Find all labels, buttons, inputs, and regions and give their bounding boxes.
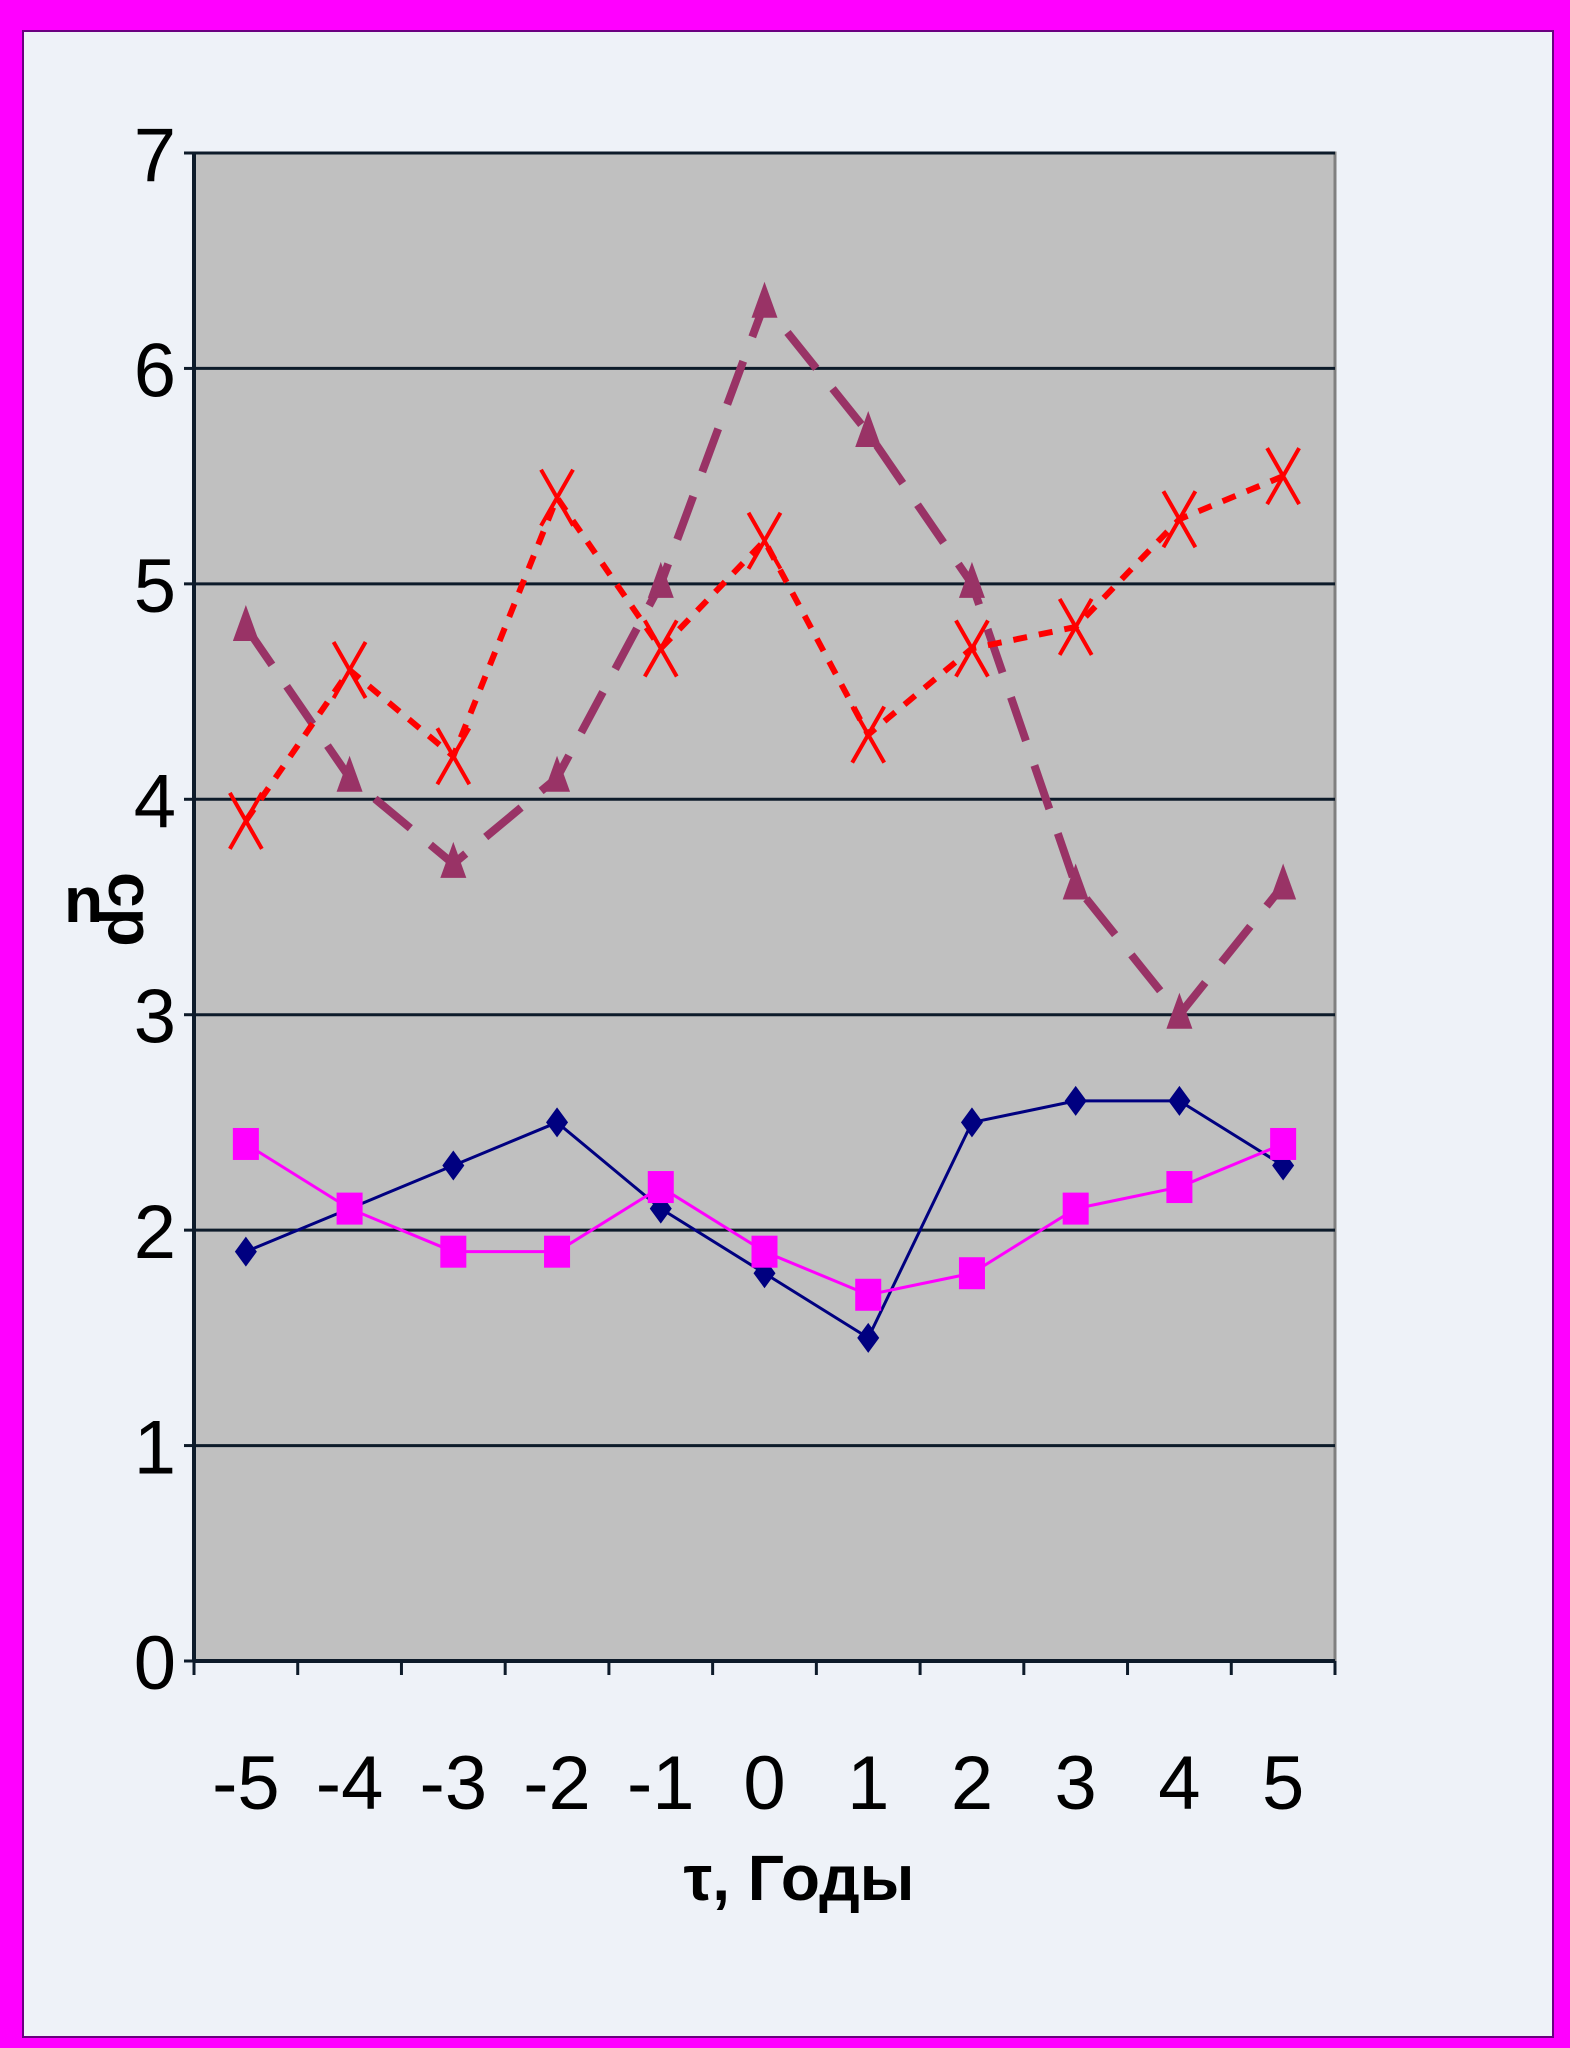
x-tick-label: -2 — [523, 1741, 591, 1826]
data-point — [958, 561, 985, 598]
y-tick-label: 1 — [134, 1406, 176, 1491]
x-tick-label: -4 — [316, 1741, 384, 1826]
data-point — [1168, 1085, 1191, 1116]
y-tick-label: 4 — [134, 759, 176, 844]
y-tick-label: 5 — [134, 544, 176, 629]
data-point — [234, 1236, 257, 1267]
data-point — [544, 1235, 571, 1268]
x-tick-label: -1 — [627, 1741, 695, 1826]
data-point — [232, 604, 259, 641]
x-tick-label: 1 — [847, 1741, 889, 1826]
x-tick-labels: -5 -4 -3 -2 -1 0 1 2 3 4 5 — [212, 1741, 1304, 1826]
series-2 — [232, 1127, 1297, 1311]
data-point — [1166, 992, 1193, 1029]
plot-area — [192, 151, 1337, 1663]
x-tick-label: 4 — [1158, 1741, 1200, 1826]
x-tick-label: 0 — [743, 1741, 785, 1826]
data-point — [1265, 447, 1301, 506]
y-tick-label: 0 — [134, 1621, 176, 1706]
data-point — [539, 468, 575, 527]
data-point — [647, 561, 674, 598]
data-point — [958, 1257, 985, 1290]
y-tick-label: 3 — [134, 975, 176, 1060]
series-group — [228, 281, 1301, 1353]
y-tick-label: 7 — [134, 113, 176, 198]
data-point — [440, 841, 467, 878]
data-point — [546, 1107, 569, 1138]
data-point — [1062, 863, 1089, 900]
data-point — [232, 1127, 259, 1160]
y-axis-title: n — [64, 864, 103, 936]
data-point — [643, 619, 679, 678]
data-point — [751, 1235, 778, 1268]
gridlines — [184, 151, 1335, 1663]
data-point — [850, 705, 886, 764]
series-4 — [228, 447, 1301, 850]
data-point — [647, 1171, 674, 1204]
data-point — [751, 281, 778, 318]
data-point — [442, 1150, 465, 1181]
data-point — [954, 619, 990, 678]
data-point — [1166, 1171, 1193, 1204]
data-point — [331, 641, 368, 700]
x-axis-title: τ, Годы — [684, 1842, 915, 1914]
data-point — [336, 1192, 363, 1225]
data-point — [1270, 863, 1297, 900]
data-point — [544, 755, 571, 792]
data-point — [228, 791, 264, 850]
data-point — [1064, 1085, 1087, 1116]
y-axis-title-subscript: ср — [95, 872, 167, 947]
axes — [192, 153, 1337, 1675]
data-point — [746, 511, 783, 570]
data-point — [855, 1278, 882, 1311]
data-point — [435, 727, 472, 786]
y-tick-label: 2 — [134, 1190, 176, 1275]
x-tick-label: 5 — [1262, 1741, 1304, 1826]
y-tick-labels: 0 1 2 3 4 5 6 7 — [134, 113, 176, 1706]
data-point — [1057, 597, 1094, 656]
data-point — [1270, 1127, 1297, 1160]
y-tick-label: 6 — [134, 328, 176, 413]
data-point — [857, 1322, 880, 1353]
series-line — [243, 473, 1285, 823]
x-tick-label: 3 — [1055, 1741, 1097, 1826]
data-point — [1161, 490, 1198, 549]
series-3 — [232, 281, 1297, 1029]
data-point — [960, 1107, 983, 1138]
data-point — [855, 411, 882, 448]
x-tick-label: 2 — [951, 1741, 993, 1826]
data-point — [440, 1235, 467, 1268]
data-point — [336, 755, 363, 792]
x-tick-label: -3 — [420, 1741, 488, 1826]
x-tick-label: -5 — [212, 1741, 280, 1826]
data-point — [1062, 1192, 1089, 1225]
